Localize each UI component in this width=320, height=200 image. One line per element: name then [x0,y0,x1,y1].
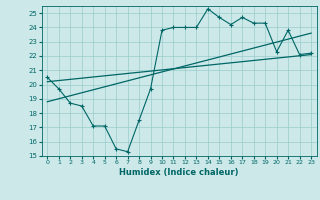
X-axis label: Humidex (Indice chaleur): Humidex (Indice chaleur) [119,168,239,177]
